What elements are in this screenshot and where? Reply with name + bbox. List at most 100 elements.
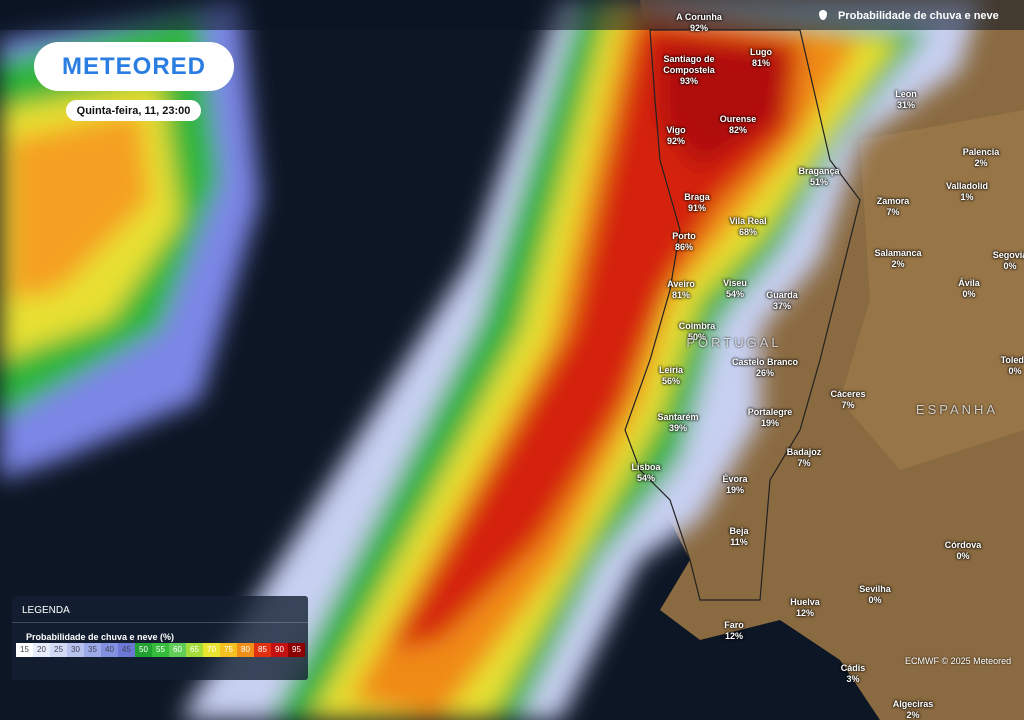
city-label[interactable]: Huelva 12% (790, 597, 820, 619)
city-label[interactable]: Lisboa 54% (631, 462, 660, 484)
city-label[interactable]: Cádis 3% (841, 663, 866, 685)
layer-title[interactable]: Probabilidade de chuva e neve (838, 10, 999, 22)
legend-step: 70 (203, 643, 220, 657)
legend-step: 55 (152, 643, 169, 657)
city-value: 54% (725, 289, 745, 299)
city-name: Porto (672, 231, 696, 241)
country-label: PORTUGAL (686, 335, 782, 350)
city-label[interactable]: Badajoz 7% (787, 447, 822, 469)
city-name: Viseu (723, 278, 747, 288)
legend-step: 85 (254, 643, 271, 657)
city-name: Portalegre (747, 407, 793, 417)
city-value: 86% (674, 242, 693, 252)
city-name: Faro (724, 620, 744, 630)
city-label[interactable]: Ávila 0% (958, 278, 980, 300)
legend-step: 65 (186, 643, 203, 657)
city-name: Palencia (962, 147, 1000, 157)
city-name: Vila Real (729, 216, 767, 226)
city-value: 12% (795, 608, 815, 618)
city-name: Salamanca (874, 248, 922, 258)
city-label[interactable]: Vila Real 68% (729, 216, 766, 238)
city-label[interactable]: Toledo0% (1001, 355, 1024, 377)
legend-step: 75 (220, 643, 237, 657)
city-name: Bragança (798, 166, 840, 176)
city-label[interactable]: Salamanca 2% (874, 248, 921, 270)
legend: LEGENDA Probabilidade de chuva e neve (%… (12, 596, 308, 680)
city-label[interactable]: Santarém 39% (657, 412, 698, 434)
city-value: 19% (725, 485, 745, 495)
city-value: 2% (891, 259, 905, 269)
city-label[interactable]: Palencia 2% (963, 147, 1000, 169)
city-label[interactable]: A Corunha 92% (676, 12, 722, 34)
city-label[interactable]: Coimbra 50% (679, 321, 716, 343)
city-label[interactable]: Lugo 81% (750, 47, 772, 69)
city-value: 92% (689, 23, 709, 33)
city-name: Évora (722, 474, 748, 484)
city-name: Ávila (958, 278, 980, 288)
legend-step: 90 (271, 643, 288, 657)
city-label[interactable]: Castelo Branco 26% (732, 357, 798, 379)
city-label[interactable]: Valladolid 1% (946, 181, 988, 203)
city-label[interactable]: Zamora 7% (877, 196, 910, 218)
city-value: 0% (962, 289, 976, 299)
legend-title: LEGENDA (22, 605, 70, 616)
city-label[interactable]: Cáceres 7% (830, 389, 865, 411)
city-label[interactable]: Córdova 0% (945, 540, 982, 562)
city-value: 81% (751, 58, 770, 68)
city-name: Santiago de Compostela (663, 54, 715, 75)
legend-step: 50 (135, 643, 152, 657)
city-label[interactable]: Santiago de Compostela 93% (654, 54, 724, 87)
city-label[interactable]: Guarda 37% (766, 290, 798, 312)
city-label[interactable]: Viseu 54% (723, 278, 747, 300)
city-label[interactable]: Leon 31% (895, 89, 917, 111)
city-name: Guarda (766, 290, 798, 300)
city-value: 2% (974, 158, 988, 168)
city-name: Córdova (944, 540, 982, 550)
city-value: 0% (956, 551, 970, 561)
city-label[interactable]: Aveiro 81% (667, 279, 695, 301)
logo[interactable]: METEORED (34, 42, 234, 91)
legend-step: 35 (84, 643, 101, 657)
city-label[interactable]: Faro 12% (724, 620, 744, 642)
city-name: Lisboa (631, 462, 661, 472)
city-name: Badajoz (786, 447, 822, 457)
city-value: 0% (1003, 261, 1017, 271)
city-label[interactable]: Portalegre 19% (748, 407, 793, 429)
city-label[interactable]: Braga 91% (684, 192, 710, 214)
city-name: Lugo (750, 47, 772, 57)
city-value: 50% (687, 332, 707, 342)
city-value: 31% (896, 100, 915, 110)
city-value: 12% (724, 631, 744, 641)
legend-step: 25 (50, 643, 67, 657)
city-name: Aveiro (667, 279, 695, 289)
city-label[interactable]: Porto 86% (672, 231, 696, 253)
city-name: Cáceres (830, 389, 866, 399)
city-label[interactable]: Segovia 0% (993, 250, 1024, 272)
legend-step: 15 (16, 643, 33, 657)
city-label[interactable]: Évora 19% (722, 474, 747, 496)
city-label[interactable]: Bragança 51% (798, 166, 839, 188)
city-label[interactable]: Ourense 82% (720, 114, 757, 136)
city-label[interactable]: Leiria 56% (659, 365, 683, 387)
city-name: Braga (684, 192, 710, 202)
city-value: 0% (868, 595, 882, 605)
drop-icon (819, 10, 827, 20)
city-value: 7% (886, 207, 900, 217)
city-name: Beja (729, 526, 749, 536)
city-label[interactable]: Sevilha 0% (859, 584, 891, 606)
city-label[interactable]: Beja 11% (729, 526, 748, 548)
legend-scale: 15 20 25 30 35 40 45 50 55 60 65 70 75 80 85 90 95 (16, 643, 305, 657)
precipitation-field (0, 0, 980, 720)
legend-step: 45 (118, 643, 135, 657)
city-value: 2% (906, 710, 920, 720)
city-label[interactable]: Algeciras 2% (893, 699, 934, 720)
legend-step: 40 (101, 643, 118, 657)
top-bar: Probabilidade de chuva e neve (0, 0, 1024, 30)
city-name: Sevilha (859, 584, 891, 594)
city-label[interactable]: Vigo 92% (666, 125, 685, 147)
city-value: 3% (846, 674, 860, 684)
city-name: Leiria (658, 365, 684, 375)
city-value: 7% (797, 458, 811, 468)
city-name: Cádis (840, 663, 866, 673)
